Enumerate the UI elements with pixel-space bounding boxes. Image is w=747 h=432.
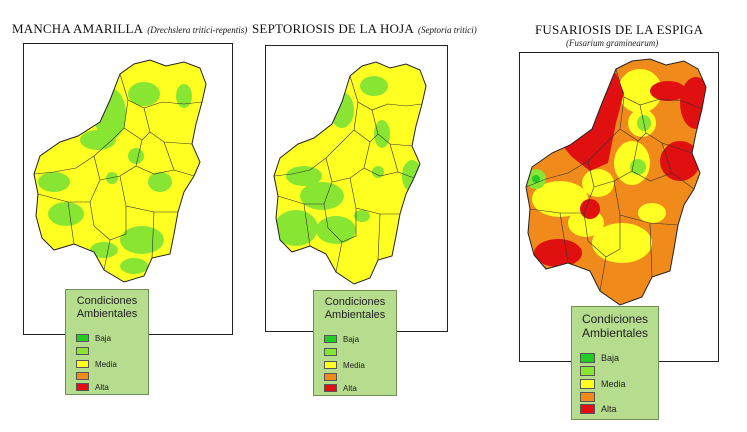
legend-label: Media bbox=[601, 379, 626, 389]
province-map-mancha-amarilla bbox=[33, 59, 207, 283]
legend-swatch bbox=[580, 404, 595, 414]
legend-swatch bbox=[580, 353, 595, 363]
province-map-septoriosis bbox=[273, 61, 427, 285]
legend-swatch bbox=[324, 348, 337, 356]
legend-swatch bbox=[76, 347, 89, 355]
legend-item-media: Media bbox=[76, 358, 117, 370]
map-title-fusariosis: FUSARIOSIS DE LA ESPIGA bbox=[535, 21, 703, 39]
legend-label: Alta bbox=[601, 404, 617, 414]
legend-swatch bbox=[76, 360, 89, 368]
legend-label: Alta bbox=[343, 383, 357, 393]
legend-item-2 bbox=[580, 365, 601, 377]
legend-swatch bbox=[76, 334, 89, 342]
disease-name: SEPTORIOSIS DE LA HOJA bbox=[252, 21, 414, 36]
disease-name: FUSARIOSIS DE LA ESPIGA bbox=[535, 22, 704, 37]
legend-swatch bbox=[580, 392, 595, 402]
disease-name: MANCHA AMARILLA bbox=[12, 21, 144, 36]
legend-item-alta: Alta bbox=[324, 382, 357, 394]
map-title-mancha-amarilla: MANCHA AMARILLA (Drechslera tritici-repen… bbox=[12, 20, 247, 38]
legend-subtitle: Ambientales bbox=[324, 309, 386, 321]
legend-subtitle: Ambientales bbox=[76, 308, 138, 320]
legend-subtitle: Ambientales bbox=[581, 326, 649, 340]
legend-mancha-amarilla: Condiciones Ambientales Baja Media Alta bbox=[65, 289, 149, 395]
legend-item-4 bbox=[76, 370, 95, 382]
pathogen-name: (Fusarium graminearum) bbox=[566, 38, 659, 48]
legend-title: Condiciones bbox=[581, 312, 649, 326]
department-borders bbox=[273, 75, 423, 273]
legend-label: Alta bbox=[95, 382, 109, 392]
legend-item-2 bbox=[324, 346, 343, 358]
legend-item-4 bbox=[324, 371, 343, 383]
legend-item-4 bbox=[580, 391, 601, 403]
map-frame-septoriosis bbox=[265, 45, 448, 332]
legend-label: Baja bbox=[601, 353, 620, 363]
pathogen-name: (Septoria tritici) bbox=[418, 25, 477, 35]
department-borders bbox=[525, 68, 703, 292]
province-map-fusariosis bbox=[525, 58, 707, 306]
risk-zone-low bbox=[526, 115, 651, 189]
department-borders bbox=[33, 73, 203, 271]
legend-item-baja: Baja bbox=[324, 333, 359, 345]
legend-swatch bbox=[324, 384, 337, 392]
legend-septoriosis: Condiciones Ambientales Baja Media Alta bbox=[313, 290, 397, 396]
legend-swatch bbox=[324, 361, 337, 369]
legend-label: Media bbox=[95, 359, 117, 369]
legend-swatch bbox=[76, 383, 89, 391]
legend-item-media: Media bbox=[580, 378, 626, 390]
legend-swatch bbox=[580, 366, 595, 376]
legend-label: Baja bbox=[343, 334, 360, 344]
legend-label: Media bbox=[343, 360, 365, 370]
legend-swatch bbox=[324, 335, 337, 343]
legend-swatch bbox=[324, 373, 337, 381]
legend-swatch bbox=[76, 372, 89, 380]
legend-item-media: Media bbox=[324, 359, 365, 371]
legend-fusariosis: Condiciones Ambientales Baja Media Alta bbox=[571, 306, 659, 420]
pathogen-name: (Drechslera tritici-repentis) bbox=[147, 25, 248, 35]
map-title-septoriosis: SEPTORIOSIS DE LA HOJA (Septoria tritici) bbox=[252, 20, 477, 38]
legend-item-2 bbox=[76, 345, 95, 357]
legend-item-alta: Alta bbox=[76, 381, 109, 393]
legend-item-alta: Alta bbox=[580, 403, 617, 415]
risk-zone-low bbox=[38, 82, 192, 274]
legend-swatch bbox=[580, 379, 595, 389]
map-frame-mancha-amarilla bbox=[23, 43, 233, 335]
legend-item-baja: Baja bbox=[76, 332, 111, 344]
legend-title: Condiciones bbox=[324, 296, 386, 308]
legend-label: Baja bbox=[95, 333, 112, 343]
legend-title: Condiciones bbox=[76, 295, 138, 307]
legend-item-baja: Baja bbox=[580, 352, 619, 364]
map-frame-fusariosis bbox=[519, 52, 719, 362]
